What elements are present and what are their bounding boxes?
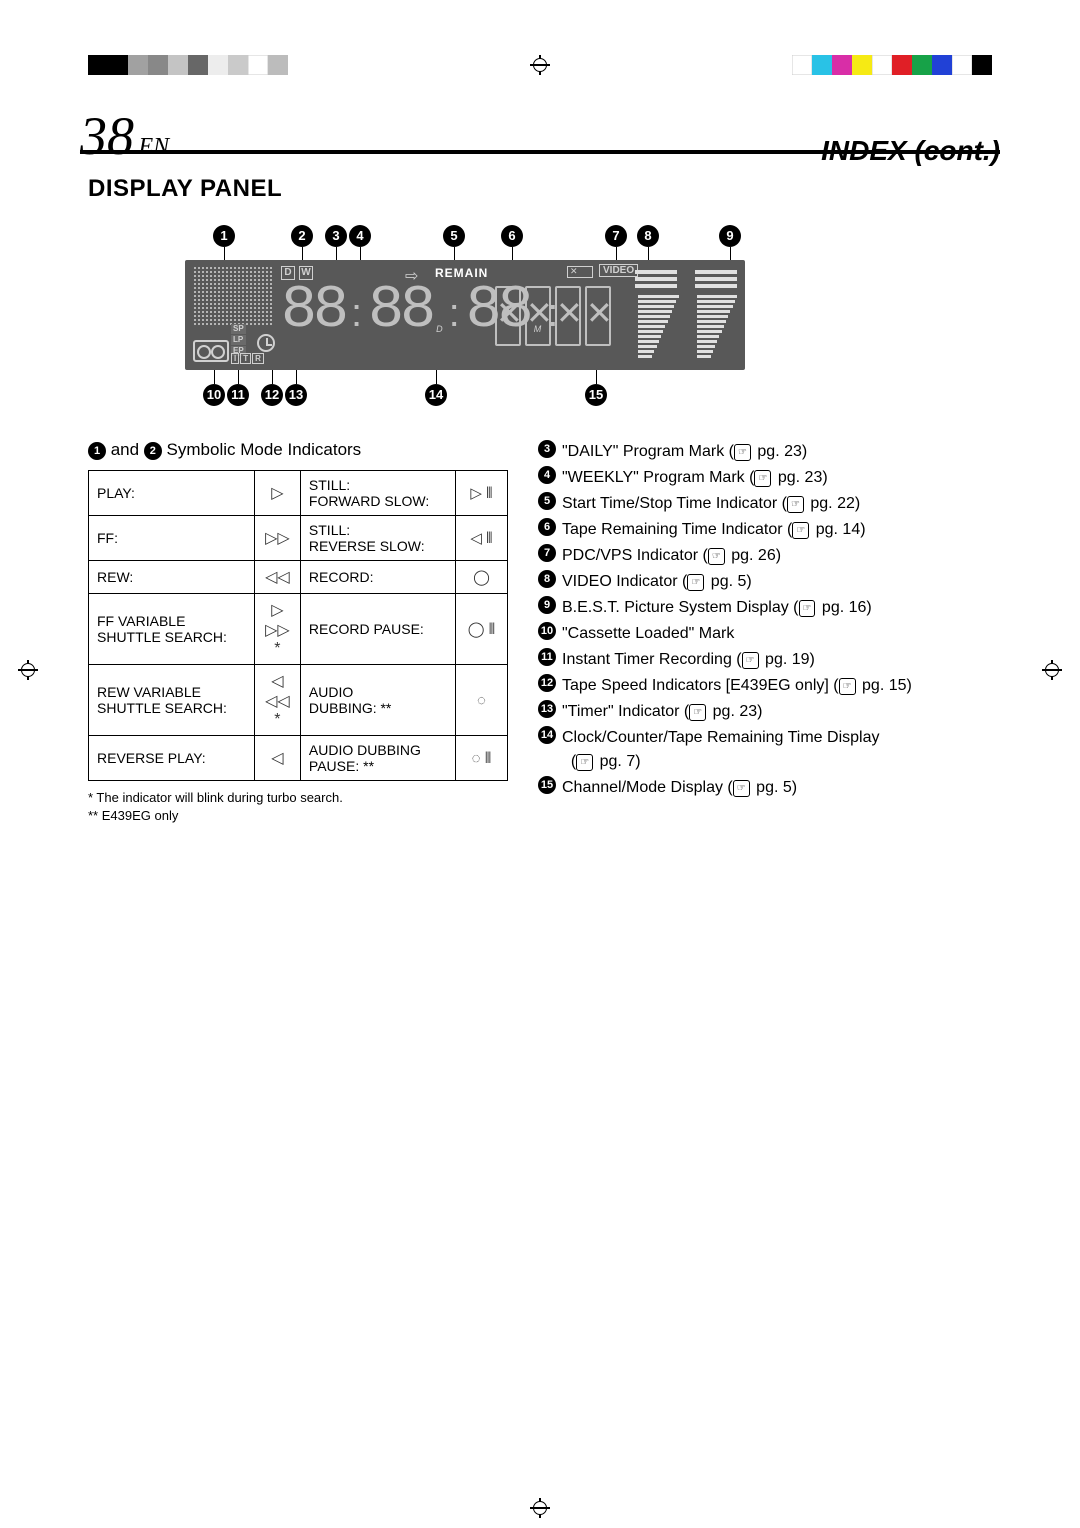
reference-list-item: 4"WEEKLY" Program Mark (☞ pg. 23) [538,466,992,490]
registration-cross-bottom [530,1498,550,1518]
dot-matrix-area [193,266,273,326]
callout-4: 4 [349,225,371,247]
reference-list-item: 13"Timer" Indicator (☞ pg. 23) [538,700,992,724]
page-lang: EN [138,134,169,160]
table-row: FF VARIABLESHUTTLE SEARCH:▷ ▷▷*RECORD PA… [89,594,508,665]
callout-14: 14 [425,384,447,406]
page-number: 38 [80,105,134,167]
reference-number: 8 [538,570,556,588]
reference-number: 12 [538,674,556,692]
mode-indicators-intro: 1 and 2 Symbolic Mode Indicators [88,440,508,460]
reference-list-item: 10"Cassette Loaded" Mark [538,622,992,646]
reference-number: 15 [538,776,556,794]
callout-7: 7 [605,225,627,247]
callout-5: 5 [443,225,465,247]
reference-list-item: 3"DAILY" Program Mark (☞ pg. 23) [538,440,992,464]
reference-number: 5 [538,492,556,510]
cassette-icon [193,340,229,362]
callouts-bottom: 101112131415 [185,370,765,410]
reference-list-item: 5Start Time/Stop Time Indicator (☞ pg. 2… [538,492,992,516]
callout-11: 11 [227,384,249,406]
callout-8: 8 [637,225,659,247]
table-row: REVERSE PLAY:◁AUDIO DUBBINGPAUSE: **◌ ⦀ [89,736,508,781]
registration-strip-left [88,55,288,75]
section-title: DISPLAY PANEL [88,175,282,203]
reference-list-item: 15Channel/Mode Display (☞ pg. 5) [538,776,992,800]
reference-number: 6 [538,518,556,536]
reference-list-item: 6Tape Remaining Time Indicator (☞ pg. 14… [538,518,992,542]
reference-list-item: 8VIDEO Indicator (☞ pg. 5) [538,570,992,594]
reference-list-item: 7PDC/VPS Indicator (☞ pg. 26) [538,544,992,568]
registration-cross-left [18,660,38,680]
mode-indicators-table: PLAY:▷STILL:FORWARD SLOW:▷ ⦀FF:▷▷STILL:R… [88,470,508,781]
timer-clock-icon [257,334,275,352]
registration-cross-top [530,55,550,75]
video-indicator: VIDEO [599,264,638,277]
right-column-reference-list: 3"DAILY" Program Mark (☞ pg. 23)4"WEEKLY… [538,440,992,825]
reference-number: 7 [538,544,556,562]
content-columns: 1 and 2 Symbolic Mode Indicators PLAY:▷S… [88,440,992,825]
callout-15: 15 [585,384,607,406]
best-picture-bars [635,270,737,288]
reference-number: 3 [538,440,556,458]
channel-mode-digits [495,286,611,346]
reference-list-item: 9B.E.S.T. Picture System Display (☞ pg. … [538,596,992,620]
callout-9: 9 [719,225,741,247]
reference-number: 13 [538,700,556,718]
header-rule [80,150,1000,154]
reference-list-item: 14Clock/Counter/Tape Remaining Time Disp… [538,726,992,774]
registration-strip-right [792,55,992,75]
callout-2: 2 [291,225,313,247]
callout-13: 13 [285,384,307,406]
table-row: PLAY:▷STILL:FORWARD SLOW:▷ ⦀ [89,471,508,516]
reference-number: 14 [538,726,556,744]
reference-number: 11 [538,648,556,666]
reference-number: 10 [538,622,556,640]
reference-number: 9 [538,596,556,614]
registration-cross-right [1042,660,1062,680]
left-column: 1 and 2 Symbolic Mode Indicators PLAY:▷S… [88,440,508,825]
itr-indicators: I T R [231,353,264,364]
callouts-top: 1 234 5 6 78 9 [185,225,765,265]
callout-12: 12 [261,384,283,406]
vu-meter-bars [638,295,737,358]
display-panel-figure: SP LP EP I T R D W ⇨ REMAIN VIDEO 88: 88… [185,260,765,370]
callout-6: 6 [501,225,523,247]
page-header: 38 EN INDEX (cont.) [80,105,1000,167]
callout-10: 10 [203,384,225,406]
reference-number: 4 [538,466,556,484]
callout-1: 1 [213,225,235,247]
table-row: REW:◁◁RECORD:◯ [89,561,508,594]
table-row: FF:▷▷STILL:REVERSE SLOW:◁ ⦀ [89,516,508,561]
table-row: REW VARIABLESHUTTLE SEARCH:◁ ◁◁*AUDIODUB… [89,665,508,736]
callout-3: 3 [325,225,347,247]
table-footnotes: * The indicator will blink during turbo … [88,789,508,825]
reference-list-item: 12Tape Speed Indicators [E439EG only] (☞… [538,674,992,698]
display-panel: SP LP EP I T R D W ⇨ REMAIN VIDEO 88: 88… [185,260,745,370]
reference-list-item: 11Instant Timer Recording (☞ pg. 19) [538,648,992,672]
pdc-vps-indicator [567,266,593,278]
